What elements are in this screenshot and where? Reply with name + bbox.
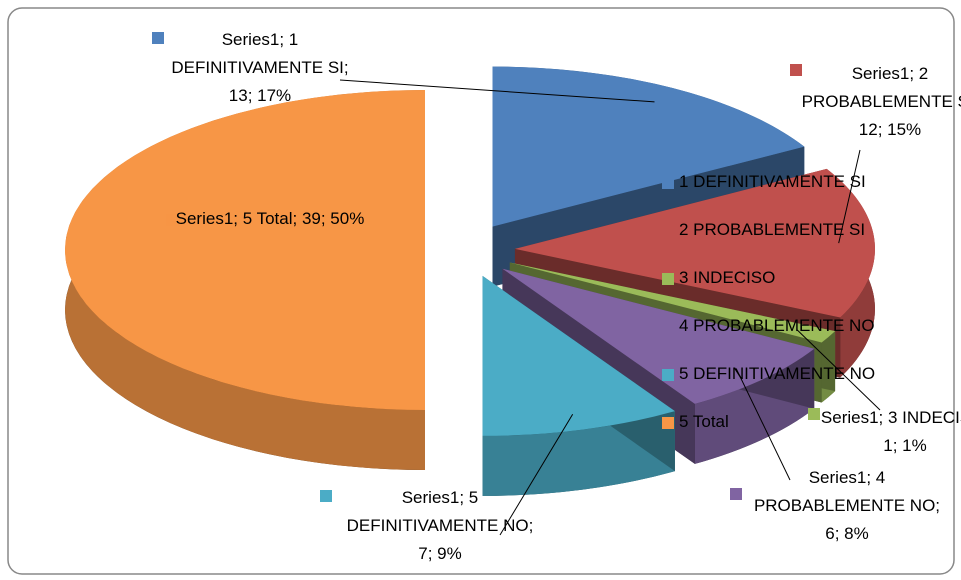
label-marker — [152, 32, 164, 44]
legend-label: 4 PROBABLEMENTE NO — [679, 316, 875, 335]
legend-label: 5 DEFINITIVAMENTE NO — [679, 364, 876, 383]
slice — [65, 90, 425, 410]
slice — [482, 275, 675, 436]
label-marker — [808, 408, 820, 420]
slice — [502, 268, 815, 404]
legend-marker — [662, 177, 674, 189]
legend-marker — [662, 273, 674, 285]
slice — [509, 262, 836, 343]
data-label: Series1; 3 INDECISO; 1; 1% — [820, 408, 961, 455]
legend-marker — [662, 369, 674, 381]
legend-label: 2 PROBABLEMENTE SI — [679, 220, 866, 239]
legend-marker — [662, 321, 674, 333]
data-label: Series1; 4 PROBABLEMENTE NO; 6; 8% — [753, 468, 941, 543]
leader-line — [838, 149, 861, 244]
data-label: Series1; 2 PROBABLEMENTE SI; 12; 15% — [801, 64, 961, 139]
label-marker — [730, 488, 742, 500]
leader-line — [735, 368, 791, 481]
leader-line — [499, 413, 574, 536]
slice — [492, 66, 805, 227]
data-label: Series1; 5 DEFINITIVAMENTE NO; 7; 9% — [346, 488, 534, 563]
label-marker — [320, 490, 332, 502]
legend-marker — [662, 225, 674, 237]
leader-line — [796, 329, 881, 411]
leader-line — [339, 79, 655, 103]
legend-label: 3 INDECISO — [679, 268, 776, 287]
data-label: Series1; 5 Total; 39; 50% — [175, 209, 365, 228]
legend-label: 1 DEFINITIVAMENTE SI — [679, 172, 866, 191]
legend-marker — [662, 417, 674, 429]
data-label: Series1; 1 DEFINITIVAMENTE SI; 13; 17% — [171, 30, 349, 105]
label-marker — [166, 214, 178, 226]
slice — [514, 168, 875, 318]
legend-label: 5 Total — [679, 412, 729, 431]
label-marker — [790, 64, 802, 76]
